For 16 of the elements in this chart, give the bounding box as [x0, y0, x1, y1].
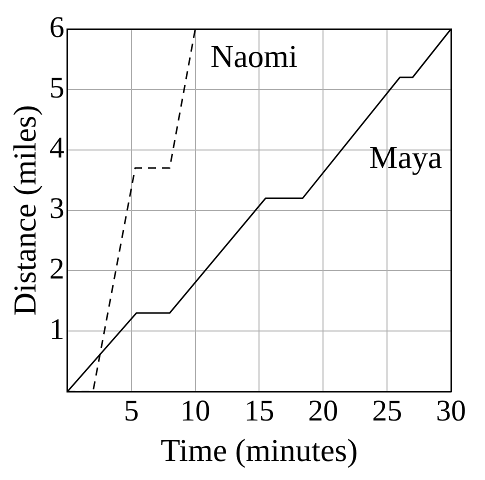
x-tick-label: 5	[124, 394, 139, 428]
y-tick-label: 2	[49, 252, 64, 286]
x-axis-title: Time (minutes)	[160, 432, 358, 468]
y-tick-label: 5	[49, 71, 64, 104]
series-label: Maya	[369, 138, 442, 175]
series-label: Naomi	[210, 38, 298, 74]
x-tick-label: 25	[372, 394, 402, 428]
y-tick-label: 1	[49, 313, 64, 346]
y-tick-label: 3	[49, 192, 64, 226]
x-tick-label: 20	[308, 394, 338, 428]
x-tick-label: 15	[244, 394, 274, 428]
x-tick-label: 10	[180, 394, 210, 428]
y-axis-title: Distance (miles)	[6, 105, 43, 316]
y-tick-label: 4	[49, 132, 64, 165]
x-tick-label: 30	[436, 394, 466, 428]
y-tick-label: 6	[49, 10, 64, 44]
